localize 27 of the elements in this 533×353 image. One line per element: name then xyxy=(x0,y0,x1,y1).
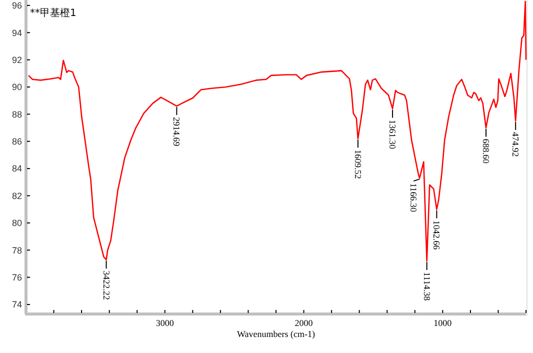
y-tick-label: 92 xyxy=(12,54,22,65)
annotation: 688.60 xyxy=(481,138,491,164)
annotation: 2914.69 xyxy=(172,117,182,147)
y-tick-label: 90 xyxy=(12,82,22,92)
y-tick-label: 78 xyxy=(12,245,22,256)
annotation: 1609.52 xyxy=(352,150,363,179)
y-tick-label: 94 xyxy=(12,28,22,38)
annotation: 1042.66 xyxy=(432,220,442,250)
y-tick-label: 76 xyxy=(12,272,22,282)
annotation: 1361.30 xyxy=(388,120,398,150)
x-axis-title: Wavenumbers (cm-1) xyxy=(237,329,315,339)
y-tick-label: 80 xyxy=(12,218,22,228)
annotation: 1166.30 xyxy=(408,183,419,212)
x-tick-label: 1000 xyxy=(434,318,452,328)
y-tick-label: 96 xyxy=(12,0,22,11)
line-series xyxy=(28,0,527,262)
annotation: 474.92 xyxy=(510,132,521,157)
text: **甲基橙1 xyxy=(30,7,76,19)
annotation: 1114.38 xyxy=(422,272,432,302)
x-tick-label: 2000 xyxy=(294,318,314,328)
y-tick-label: 88 xyxy=(12,109,22,120)
y-tick-label: 74 xyxy=(12,300,22,310)
x-tick-label: 3000 xyxy=(156,318,174,328)
annotation: 3422.22 xyxy=(101,270,112,300)
y-tick-label: 82 xyxy=(12,190,22,201)
y-tick-label: 86 xyxy=(12,136,22,147)
y-tick-label: 84 xyxy=(12,164,22,174)
